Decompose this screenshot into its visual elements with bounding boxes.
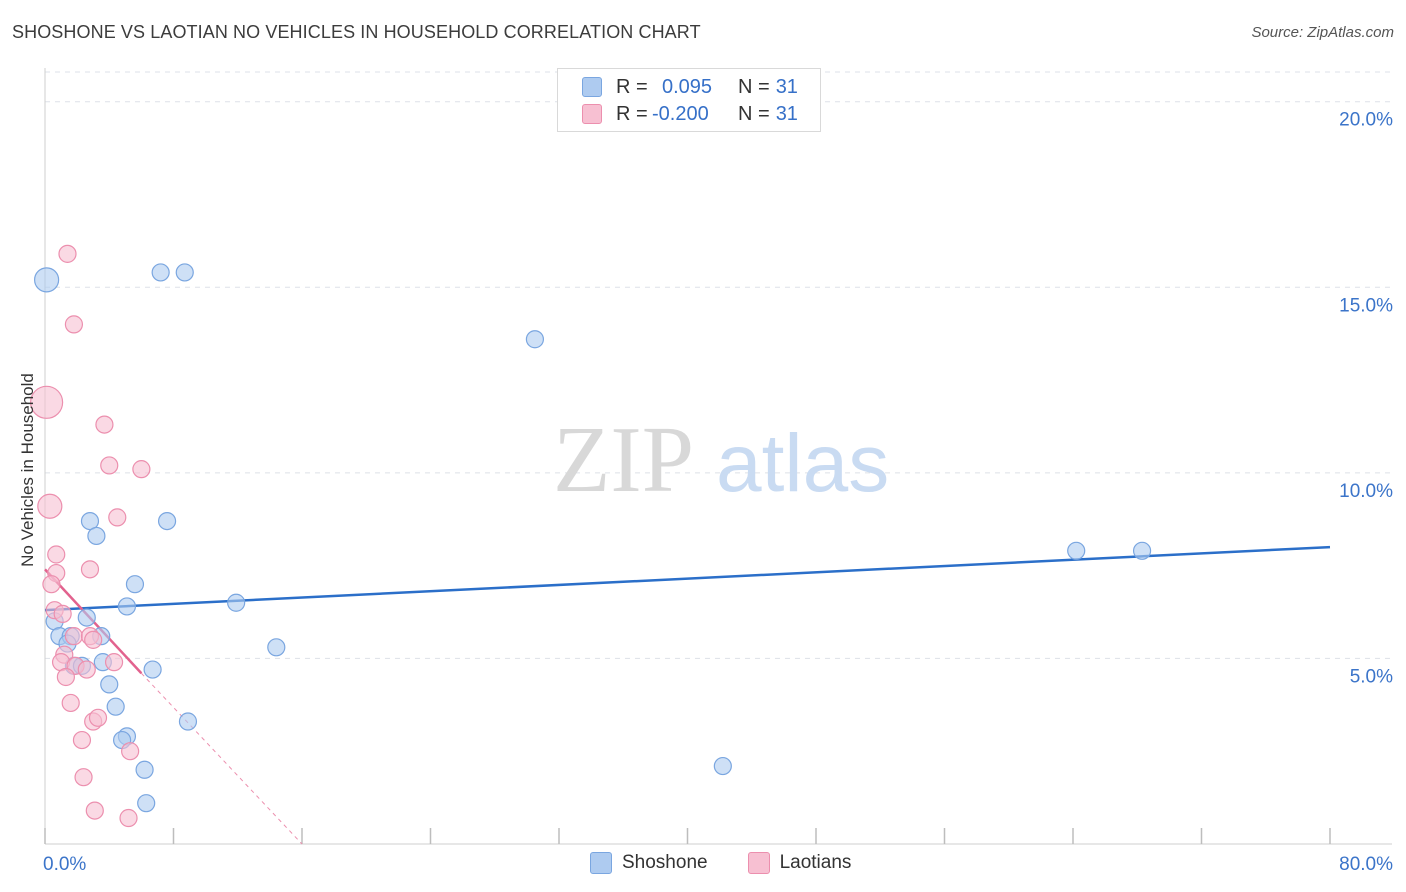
data-point <box>125 575 145 594</box>
legend-swatch-laotians <box>747 852 770 874</box>
data-point <box>77 660 96 679</box>
watermark: ZIP atlas <box>553 408 889 512</box>
data-point <box>30 385 64 419</box>
legend-item-shoshone: Shoshone <box>590 852 708 874</box>
legend-r-label: R = <box>616 75 648 98</box>
trend-extension-laotians <box>141 672 303 845</box>
data-point <box>58 244 77 263</box>
y-axis-label: No Vehicles in Household <box>18 373 37 567</box>
data-point <box>1067 541 1086 560</box>
data-point <box>135 760 154 779</box>
axes <box>44 68 1392 845</box>
x-tick-label: 0.0% <box>43 854 86 875</box>
legend-swatch-laotians <box>582 104 602 124</box>
data-point <box>34 267 60 293</box>
data-point <box>61 693 80 713</box>
data-point <box>64 627 84 646</box>
data-point <box>37 493 63 519</box>
data-point <box>1132 541 1152 560</box>
data-point <box>64 315 84 334</box>
data-point <box>74 768 93 787</box>
data-point <box>87 526 106 546</box>
legend-row-laotians: R = -0.200 N = 31 <box>582 102 798 126</box>
source-label: Source: ZipAtlas.com <box>1251 24 1394 41</box>
legend-swatch-shoshone <box>582 77 602 97</box>
legend-swatch-shoshone <box>590 852 612 874</box>
legend-item-laotians: Laotians <box>747 852 852 874</box>
watermark-atlas: atlas <box>716 418 889 509</box>
y-tick-label: 20.0% <box>1339 110 1393 131</box>
x-tick-label: 80.0% <box>1339 854 1393 875</box>
data-point <box>267 638 286 657</box>
series-legend: Shoshone Laotians <box>590 852 891 874</box>
data-point <box>151 263 170 282</box>
data-point <box>117 597 137 616</box>
data-points <box>30 244 1152 828</box>
data-point <box>132 460 151 479</box>
data-point <box>108 508 127 527</box>
legend-label-laotians: Laotians <box>779 852 852 873</box>
watermark-zip: ZIP <box>553 408 694 512</box>
trend-lines <box>44 545 1331 845</box>
data-point <box>72 730 92 750</box>
trend-line-shoshone <box>44 545 1331 612</box>
data-point <box>143 660 162 679</box>
data-point <box>53 604 72 623</box>
grid-lines <box>45 71 1392 659</box>
data-point <box>56 667 75 687</box>
y-tick-label: 10.0% <box>1339 481 1393 502</box>
legend-r-value: -0.200 <box>652 102 709 125</box>
legend-n-value: 31 <box>775 75 798 98</box>
legend-n-label: N = <box>738 75 770 98</box>
data-point <box>95 415 114 434</box>
data-point <box>100 456 119 475</box>
data-point <box>178 712 198 731</box>
legend-n-label: N = <box>738 102 770 125</box>
legend-n-value: 31 <box>775 102 798 125</box>
data-point <box>227 593 246 612</box>
chart-title: SHOSHONE VS LAOTIAN NO VEHICLES IN HOUSE… <box>12 22 701 42</box>
data-point <box>88 708 108 727</box>
data-point <box>137 794 156 813</box>
data-point <box>80 560 100 579</box>
data-point <box>525 330 545 349</box>
data-point <box>77 608 96 627</box>
data-point <box>175 263 194 282</box>
data-point <box>42 575 61 594</box>
data-point <box>47 545 66 564</box>
data-point <box>119 808 138 828</box>
data-point <box>713 756 732 776</box>
y-tick-label: 5.0% <box>1350 666 1393 687</box>
data-point <box>100 675 119 694</box>
legend-r-label: R = <box>616 102 648 125</box>
legend-r-value: 0.095 <box>662 75 713 98</box>
data-point <box>157 511 177 531</box>
tick-labels: 5.0% 10.0% 15.0% 20.0% 0.0% 80.0% <box>43 110 1393 875</box>
y-tick-label: 15.0% <box>1339 295 1393 316</box>
legend-label-shoshone: Shoshone <box>622 852 708 873</box>
data-point <box>104 653 124 672</box>
data-point <box>84 630 103 649</box>
data-point <box>85 801 104 820</box>
correlation-legend: R = 0.095 N = 31 R = -0.200 N = 31 <box>557 68 821 132</box>
data-point <box>121 742 140 761</box>
data-point <box>106 697 125 716</box>
legend-row-shoshone: R = 0.095 N = 31 <box>582 75 798 99</box>
